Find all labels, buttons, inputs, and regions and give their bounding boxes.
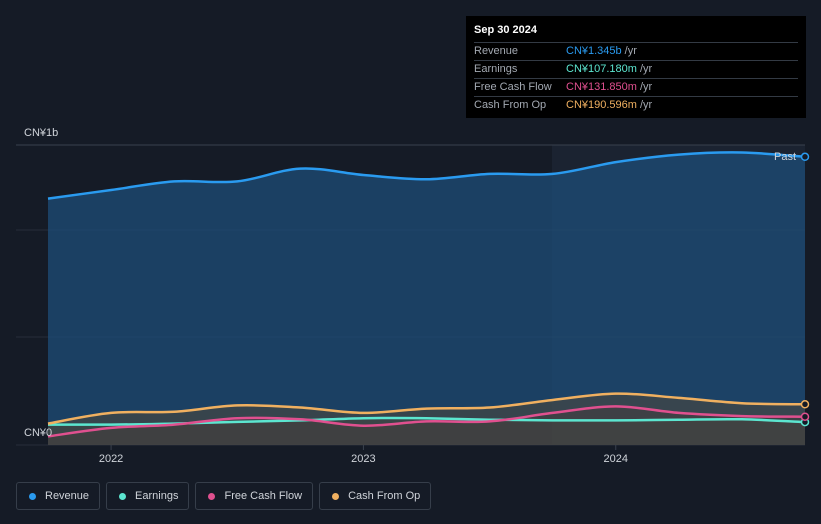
line-cash-from-op <box>47 392 806 425</box>
legend-item-revenue[interactable]: Revenue <box>16 482 101 510</box>
legend-label: Cash From Op <box>348 490 421 502</box>
y-tick-label-bottom: CN¥0 <box>24 427 52 439</box>
x-tick-label: 2024 <box>604 453 628 465</box>
tooltip-value: CN¥190.596m <box>566 99 637 111</box>
tooltip-value: CN¥107.180m <box>566 63 637 75</box>
tooltip-row-cash-from-op: Cash From Op CN¥190.596m /yr <box>474 96 798 114</box>
past-label: Past <box>774 151 796 163</box>
tooltip-unit: /yr <box>639 81 653 93</box>
tooltip-value: CN¥131.850m <box>566 81 637 93</box>
legend-dot-icon <box>29 492 36 500</box>
chart-legend: Revenue Earnings Free Cash Flow Cash Fro… <box>16 482 432 510</box>
legend-label: Revenue <box>45 490 90 502</box>
x-tick-label: 2023 <box>351 453 375 465</box>
legend-item-earnings[interactable]: Earnings <box>106 482 190 510</box>
legend-dot-icon <box>119 492 127 500</box>
series-endpoints <box>800 152 810 427</box>
legend-label: Free Cash Flow <box>224 490 303 502</box>
legend-item-cash-from-op[interactable]: Cash From Op <box>319 482 432 510</box>
x-tick-label: 2022 <box>99 453 123 465</box>
tooltip-row-free-cash-flow: Free Cash Flow CN¥131.850m /yr <box>474 78 798 96</box>
tooltip-unit: /yr <box>639 63 653 75</box>
line-revenue <box>47 151 806 200</box>
tooltip-label: Earnings <box>474 63 518 75</box>
tooltip-row-earnings: Earnings CN¥107.180m /yr <box>474 60 798 78</box>
tooltip-label: Cash From Op <box>474 99 547 111</box>
series-lines <box>47 151 806 438</box>
tooltip-date: Sep 30 2024 <box>474 24 537 36</box>
area-free-cash-flow <box>48 406 805 445</box>
line-free-cash-flow <box>47 405 806 438</box>
area-earnings <box>48 418 805 445</box>
tooltip-row-revenue: Revenue CN¥1.345b /yr <box>474 42 798 60</box>
tooltip-label: Free Cash Flow <box>474 81 552 93</box>
legend-item-free-cash-flow[interactable]: Free Cash Flow <box>195 482 314 510</box>
tooltip-value: CN¥1.345b <box>566 45 622 57</box>
tooltip-unit: /yr <box>639 99 653 111</box>
legend-dot-icon <box>208 492 216 500</box>
tooltip-label: Revenue <box>474 45 519 57</box>
legend-dot-icon <box>332 492 340 500</box>
legend-label: Earnings <box>135 490 179 502</box>
endpoint-cash-from-op <box>800 400 810 409</box>
series-areas <box>48 152 805 445</box>
y-tick-label-top: CN¥1b <box>24 127 58 139</box>
x-tick-labels: 2022 2023 2024 <box>99 445 628 465</box>
endpoint-revenue <box>800 152 810 162</box>
area-revenue <box>48 152 805 445</box>
endpoint-free-cash-flow <box>800 412 810 421</box>
data-tooltip: Sep 30 2024 Revenue CN¥1.345b /yr Earnin… <box>466 16 806 118</box>
tooltip-unit: /yr <box>624 45 637 57</box>
